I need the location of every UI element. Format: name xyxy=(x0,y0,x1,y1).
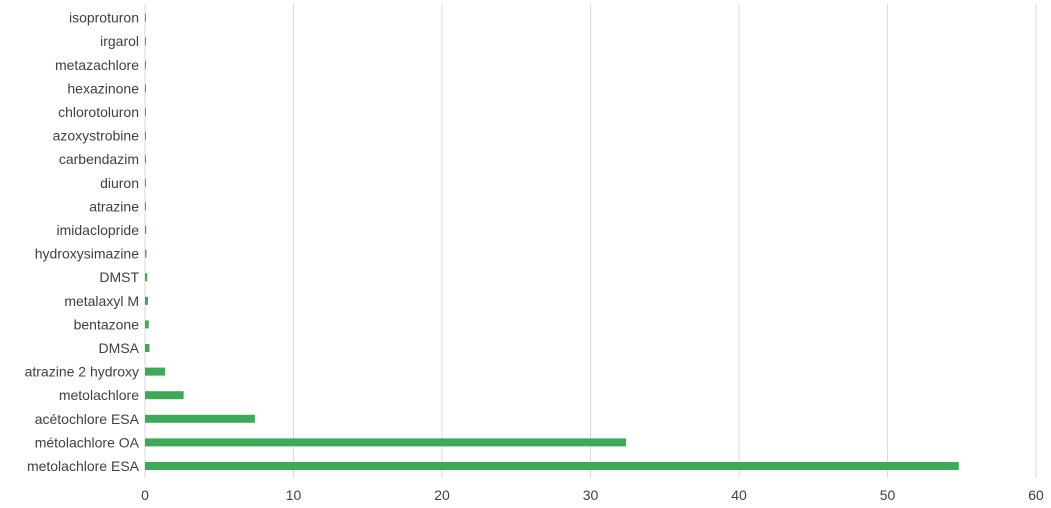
category-label: isoproturon xyxy=(69,10,139,26)
bar xyxy=(145,155,146,164)
bar xyxy=(145,131,146,140)
category-label: atrazine 2 hydroxy xyxy=(25,364,139,380)
x-tick-label: 40 xyxy=(731,487,747,503)
category-label: metolachlore ESA xyxy=(27,458,140,474)
bar xyxy=(145,84,146,93)
bar xyxy=(145,226,147,234)
bar xyxy=(145,13,146,22)
x-tick-label: 0 xyxy=(141,487,149,503)
category-label: metalaxyl M xyxy=(64,293,139,309)
bar xyxy=(145,320,149,329)
x-tick-label: 10 xyxy=(286,487,302,503)
bar xyxy=(145,249,147,258)
category-label: acétochlore ESA xyxy=(35,411,140,427)
category-label: métolachlore OA xyxy=(35,434,140,450)
category-label: atrazine xyxy=(89,198,139,214)
x-tick-label: 20 xyxy=(434,487,450,503)
bar xyxy=(145,462,959,470)
bar xyxy=(145,344,150,352)
category-label: irgarol xyxy=(100,33,139,49)
category-label: metazachlore xyxy=(55,57,139,73)
category-label: imidaclopride xyxy=(57,222,140,238)
category-label: hydroxysimazine xyxy=(35,246,139,262)
category-labels: metolachlore ESA métolachlore OA acétochlo… xyxy=(25,10,140,474)
category-label: metolachlore xyxy=(59,387,139,403)
bar xyxy=(145,273,148,282)
bars xyxy=(145,13,959,470)
bar xyxy=(145,438,627,447)
gridlines xyxy=(144,4,1037,478)
x-tick-labels: 0 10 20 30 40 50 60 xyxy=(141,487,1044,503)
category-label: bentazone xyxy=(74,316,140,332)
x-tick-label: 50 xyxy=(880,487,896,503)
category-label: hexazinone xyxy=(67,80,139,96)
bar xyxy=(145,108,146,116)
category-label: diuron xyxy=(100,175,139,191)
category-label: DMST xyxy=(99,269,139,285)
category-label: carbendazim xyxy=(59,151,139,167)
x-tick-label: 60 xyxy=(1028,487,1044,503)
x-tick-label: 30 xyxy=(583,487,599,503)
bar xyxy=(145,202,147,211)
bar xyxy=(145,296,148,305)
bar xyxy=(145,178,146,187)
category-label: chlorotoluron xyxy=(58,104,139,120)
category-label: DMSA xyxy=(99,340,140,356)
bar xyxy=(145,37,146,46)
bar xyxy=(145,414,255,423)
bar xyxy=(145,367,166,376)
category-label: azoxystrobine xyxy=(53,128,140,144)
bar xyxy=(145,391,184,400)
bar xyxy=(145,60,146,69)
